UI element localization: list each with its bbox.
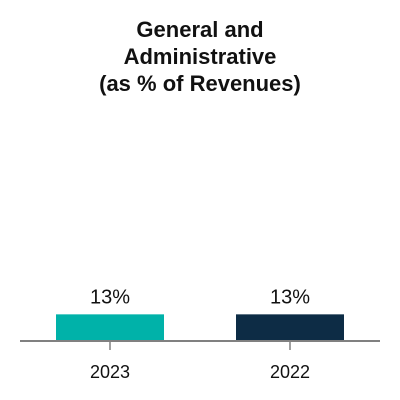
chart-title-line-3: (as % of Revenues): [99, 71, 301, 96]
chart-title-line-2: Administrative: [123, 44, 277, 69]
ticks-layer: [109, 341, 291, 350]
bars-layer: [56, 314, 344, 341]
data-label-2023: 13%: [90, 286, 130, 308]
labels-layer: 13% 2023 13% 2022: [90, 286, 310, 382]
data-label-2022: 13%: [270, 286, 310, 308]
chart-title-line-1: General and: [136, 17, 264, 42]
x-tick-label-2023: 2023: [90, 362, 130, 382]
bar-2023: [56, 314, 164, 341]
chart-title: General and Administrative (as % of Reve…: [0, 16, 400, 97]
x-tick-label-2022: 2022: [270, 362, 310, 382]
bar-2022: [236, 314, 344, 341]
